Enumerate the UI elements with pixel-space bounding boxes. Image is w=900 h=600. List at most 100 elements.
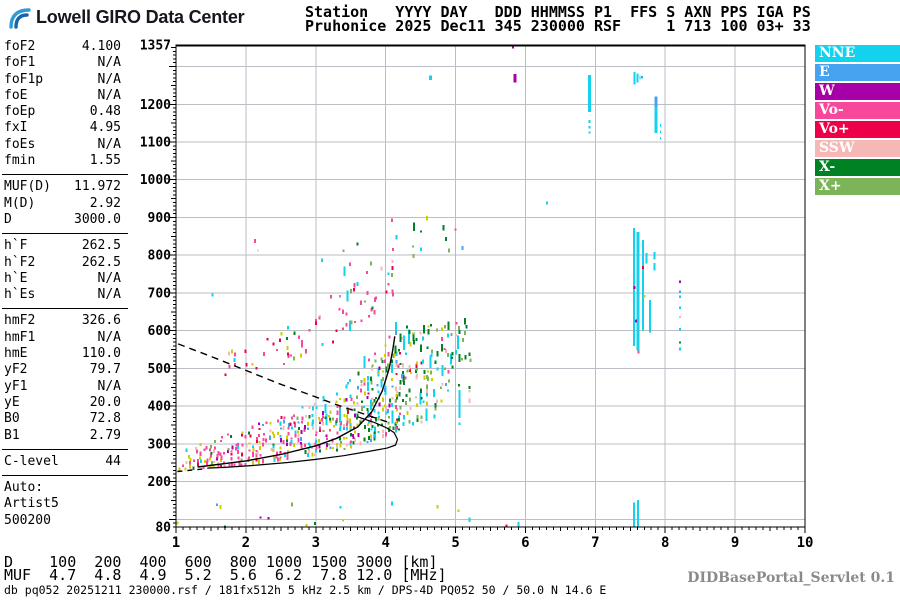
y-axis-tick-label: 600: [148, 324, 172, 339]
parameter-row: h`Es N/A: [4, 287, 121, 303]
y-axis-tick-label: 1357: [140, 39, 171, 54]
legend-item-xplus: X+: [815, 178, 900, 195]
parameter-value: N/A: [97, 87, 121, 103]
parameter-value: N/A: [97, 329, 121, 345]
measurement-status-line: db pq052 20251211 230000.rsf / 181fx512h…: [4, 583, 607, 597]
panel-separator: [2, 233, 128, 235]
y-axis-tick-label: 500: [148, 362, 172, 377]
legend-item-nne: NNE: [815, 45, 900, 62]
parameter-row: yF1 N/A: [4, 379, 121, 395]
parameter-label: MUF(D): [4, 179, 51, 195]
x-axis-tick-label: 8: [661, 535, 669, 551]
y-axis-tick-label: 1000: [140, 173, 171, 188]
parameter-row: fmin 1.55: [4, 153, 121, 169]
legend-item-voplus: Vo+: [815, 121, 900, 138]
autoscaling-info-line: 500200: [4, 512, 51, 528]
autoscaling-info-line: Artist5: [4, 496, 59, 512]
y-axis-tick-label: 700: [148, 287, 172, 302]
y-axis-tick-label: 800: [148, 249, 172, 264]
parameter-label: foE: [4, 87, 28, 103]
giro-wave-icon: [9, 8, 31, 29]
panel-separator: [2, 448, 128, 450]
parameter-label: h`Es: [4, 287, 36, 303]
parameter-value: N/A: [97, 136, 121, 152]
parameter-row: hmF2 326.6: [4, 313, 121, 329]
parameter-value: 3000.0: [74, 211, 121, 227]
parameter-row: MUF(D) 11.972: [4, 179, 121, 195]
parameter-row: h`F2 262.5: [4, 255, 121, 271]
parameter-row: foF1p N/A: [4, 72, 121, 88]
x-axis-tick-label: 6: [521, 535, 529, 551]
parameter-label: fxI: [4, 120, 28, 136]
parameter-value: N/A: [97, 55, 121, 71]
panel-separator: [2, 174, 128, 176]
parameter-label: foEp: [4, 104, 36, 120]
muf-frequency-row: MUF 4.7 4.8 4.9 5.2 5.6 6.2 7.8 12.0 [MH…: [4, 566, 447, 584]
parameter-value: N/A: [97, 270, 121, 286]
x-axis-tick-label: 5: [451, 535, 459, 551]
x-axis-tick-label: 10: [797, 535, 814, 551]
parameter-value: 262.5: [81, 238, 121, 254]
legend-item-e: E: [815, 64, 900, 81]
y-axis-tick-label: 300: [148, 438, 172, 453]
parameter-value: 326.6: [81, 313, 121, 329]
y-axis-tick-label: 900: [148, 211, 172, 226]
parameter-value: N/A: [97, 71, 121, 87]
x-axis-tick-label: 7: [591, 535, 599, 551]
muf-distance-row: D 100 200 400 600 800 1000 1500 3000 [km…: [4, 553, 438, 571]
parameter-row: D 3000.0: [4, 212, 121, 228]
legend-item-xminus: X-: [815, 159, 900, 176]
parameter-label: h`E: [4, 270, 28, 286]
parameter-row: hmE 110.0: [4, 346, 121, 362]
parameter-row: C-level 44: [4, 454, 121, 470]
y-axis-tick-label: 200: [148, 475, 172, 490]
parameter-label: hmF1: [4, 329, 36, 345]
parameter-row: h`E N/A: [4, 271, 121, 287]
parameter-value: 262.5: [81, 254, 121, 270]
parameter-value: 11.972: [74, 179, 121, 195]
parameter-row: foF2 4.100: [4, 39, 121, 55]
parameter-label: fmin: [4, 153, 36, 169]
parameter-value: 44: [105, 453, 121, 469]
panel-separator: [2, 308, 128, 310]
parameter-row: M(D) 2.92: [4, 196, 121, 212]
parameter-row: yE 20.0: [4, 395, 121, 411]
legend-item-ssw: SSW: [815, 140, 900, 157]
scaled-parameters-panel: foF2 4.100 foF1 N/A foF1p N/A foE N/A foEp 0.48 fx…: [2, 39, 128, 529]
legend-item-vominus: Vo-: [815, 102, 900, 119]
parameter-label: foF1: [4, 55, 36, 71]
parameter-value: 110.0: [81, 346, 121, 362]
autoscaling-info-line: Auto:: [4, 480, 44, 496]
parameter-value: 1.55: [89, 153, 121, 169]
y-axis-tick-label: 1100: [140, 136, 171, 151]
parameter-row: foEs N/A: [4, 137, 121, 153]
logo-title[interactable]: Lowell GIRO Data Center: [36, 7, 245, 27]
parameter-label: foEs: [4, 136, 36, 152]
servlet-version-label: DIDBasePortal_Servlet 0.1: [687, 570, 895, 586]
parameter-row: B0 72.8: [4, 411, 121, 427]
x-axis-tick-label: 9: [731, 535, 739, 551]
parameter-value: N/A: [97, 378, 121, 394]
parameter-value: 20.0: [89, 394, 121, 410]
parameter-row: foE N/A: [4, 88, 121, 104]
parameter-label: hmE: [4, 346, 28, 362]
parameter-label: yF2: [4, 362, 28, 378]
parameter-label: h`F2: [4, 254, 36, 270]
panel-separator: [2, 475, 128, 477]
parameter-label: yE: [4, 394, 20, 410]
parameter-value: N/A: [97, 287, 121, 303]
x-axis-tick-label: 2: [242, 535, 250, 551]
parameter-label: foF2: [4, 39, 36, 54]
x-axis-tick-label: 1: [172, 535, 180, 551]
parameter-row: foF1 N/A: [4, 55, 121, 71]
parameter-label: D: [4, 211, 12, 227]
parameter-label: C-level: [4, 453, 59, 469]
parameter-value: 2.79: [89, 427, 121, 443]
header-column-names: Station YYYY DAY DDD HHMMSS P1 FFS S AXN…: [305, 3, 811, 21]
header-record-values: Pruhonice 2025 Dec11 345 230000 RSF 1 71…: [305, 17, 811, 35]
parameter-row: fxI 4.95: [4, 120, 121, 136]
y-axis-tick-label: 80: [155, 521, 171, 536]
x-axis-tick-label: 3: [312, 535, 320, 551]
parameter-value: 2.92: [89, 195, 121, 211]
